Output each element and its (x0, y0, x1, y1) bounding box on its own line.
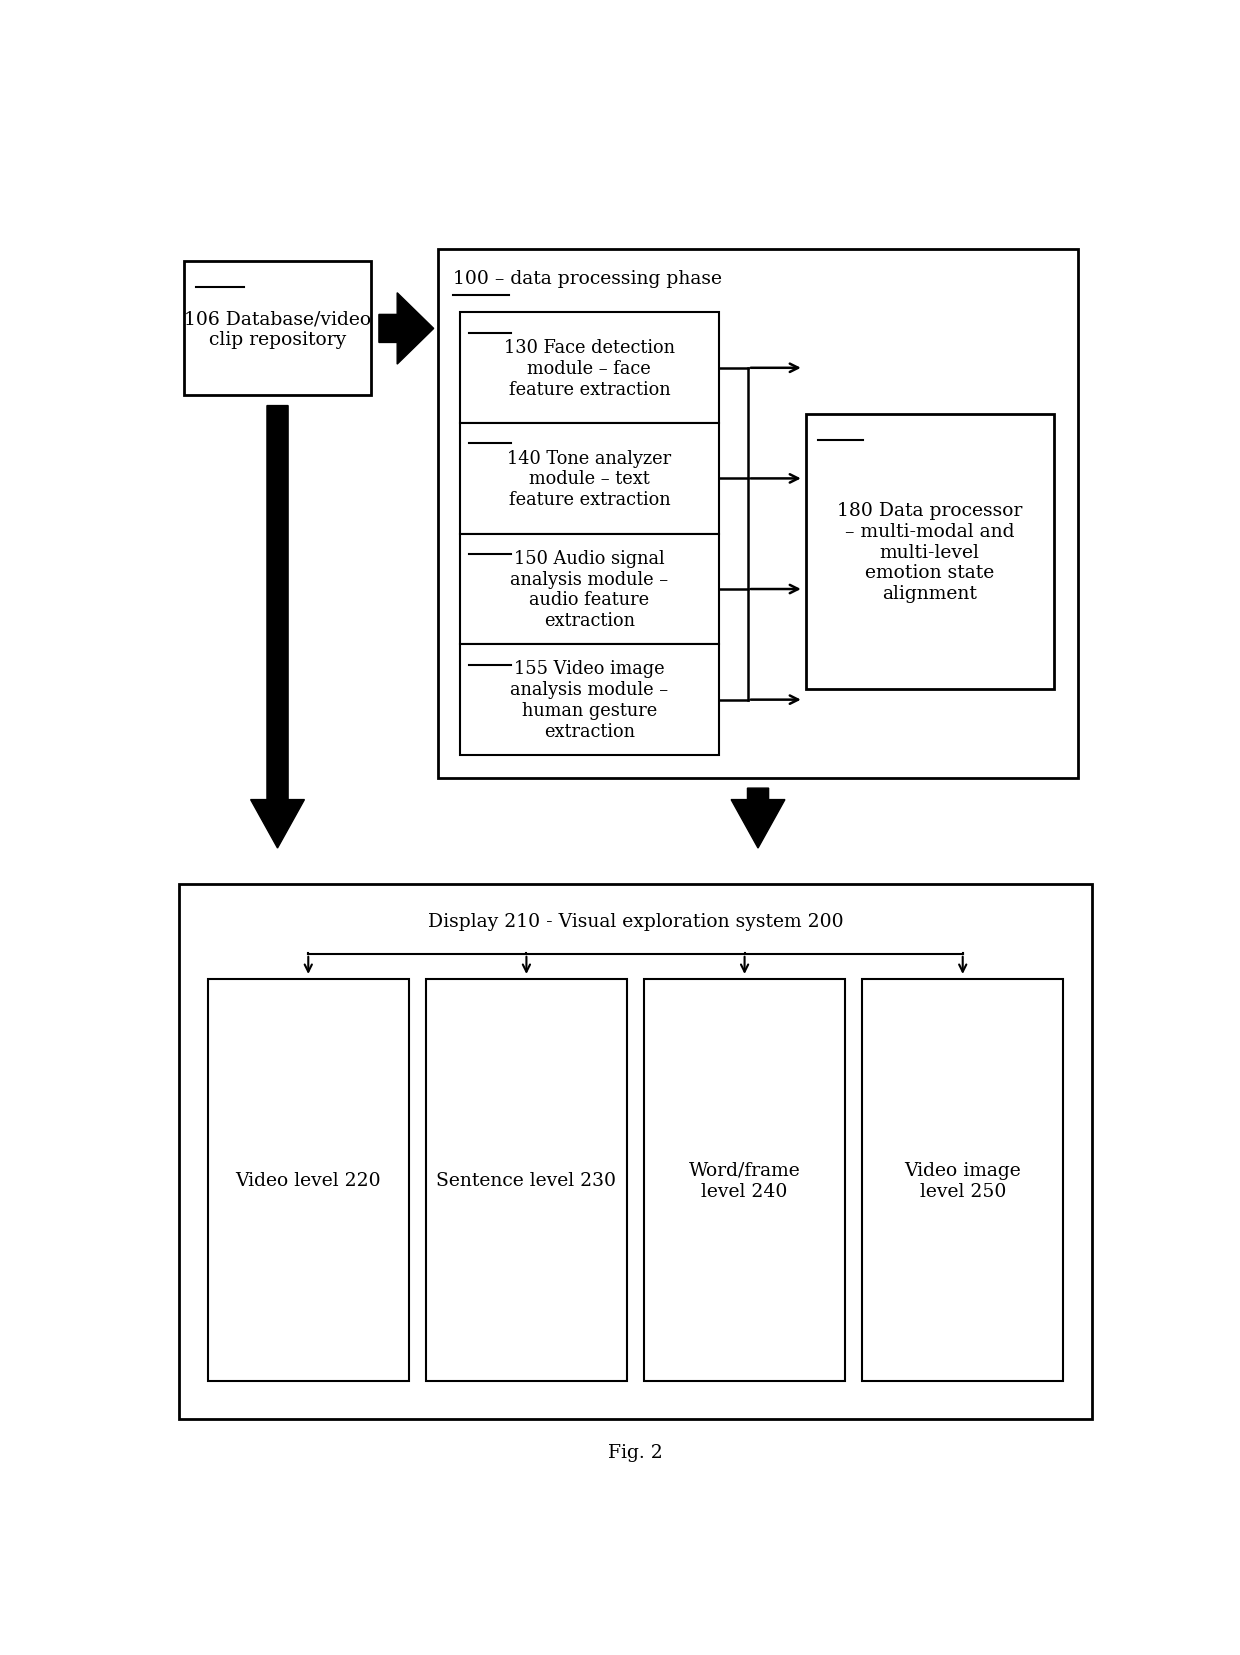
Bar (460, 535, 719, 645)
Text: Display 210 - Visual exploration system 200: Display 210 - Visual exploration system … (428, 912, 843, 930)
Bar (806, 415, 1054, 688)
Bar (862, 980, 1063, 1382)
Text: 100 – data processing phase: 100 – data processing phase (453, 270, 722, 288)
Text: 180 Data processor
– multi-modal and
multi-level
emotion state
alignment: 180 Data processor – multi-modal and mul… (837, 501, 1022, 602)
Text: Word/frame
level 240: Word/frame level 240 (688, 1162, 801, 1200)
Bar (179, 884, 1092, 1420)
Bar (644, 980, 844, 1382)
Bar (460, 424, 719, 535)
Text: Fig. 2: Fig. 2 (608, 1443, 663, 1461)
Text: Sentence level 230: Sentence level 230 (436, 1172, 616, 1190)
Bar (460, 645, 719, 755)
Bar (427, 980, 627, 1382)
Polygon shape (379, 293, 434, 364)
Text: Video image
level 250: Video image level 250 (904, 1162, 1021, 1200)
Text: Video level 220: Video level 220 (236, 1172, 381, 1190)
Bar (439, 250, 1078, 778)
Polygon shape (250, 407, 305, 849)
Text: 106 Database/video
clip repository: 106 Database/video clip repository (184, 309, 371, 349)
Text: 150 Audio signal
analysis module –
audio feature
extraction: 150 Audio signal analysis module – audio… (511, 549, 668, 631)
Bar (460, 313, 719, 424)
Bar (184, 263, 371, 396)
Polygon shape (732, 789, 785, 849)
Text: 140 Tone analyzer
module – text
feature extraction: 140 Tone analyzer module – text feature … (507, 450, 671, 508)
Text: 130 Face detection
module – face
feature extraction: 130 Face detection module – face feature… (503, 339, 675, 399)
Text: 155 Video image
analysis module –
human gesture
extraction: 155 Video image analysis module – human … (511, 660, 668, 740)
Bar (208, 980, 409, 1382)
